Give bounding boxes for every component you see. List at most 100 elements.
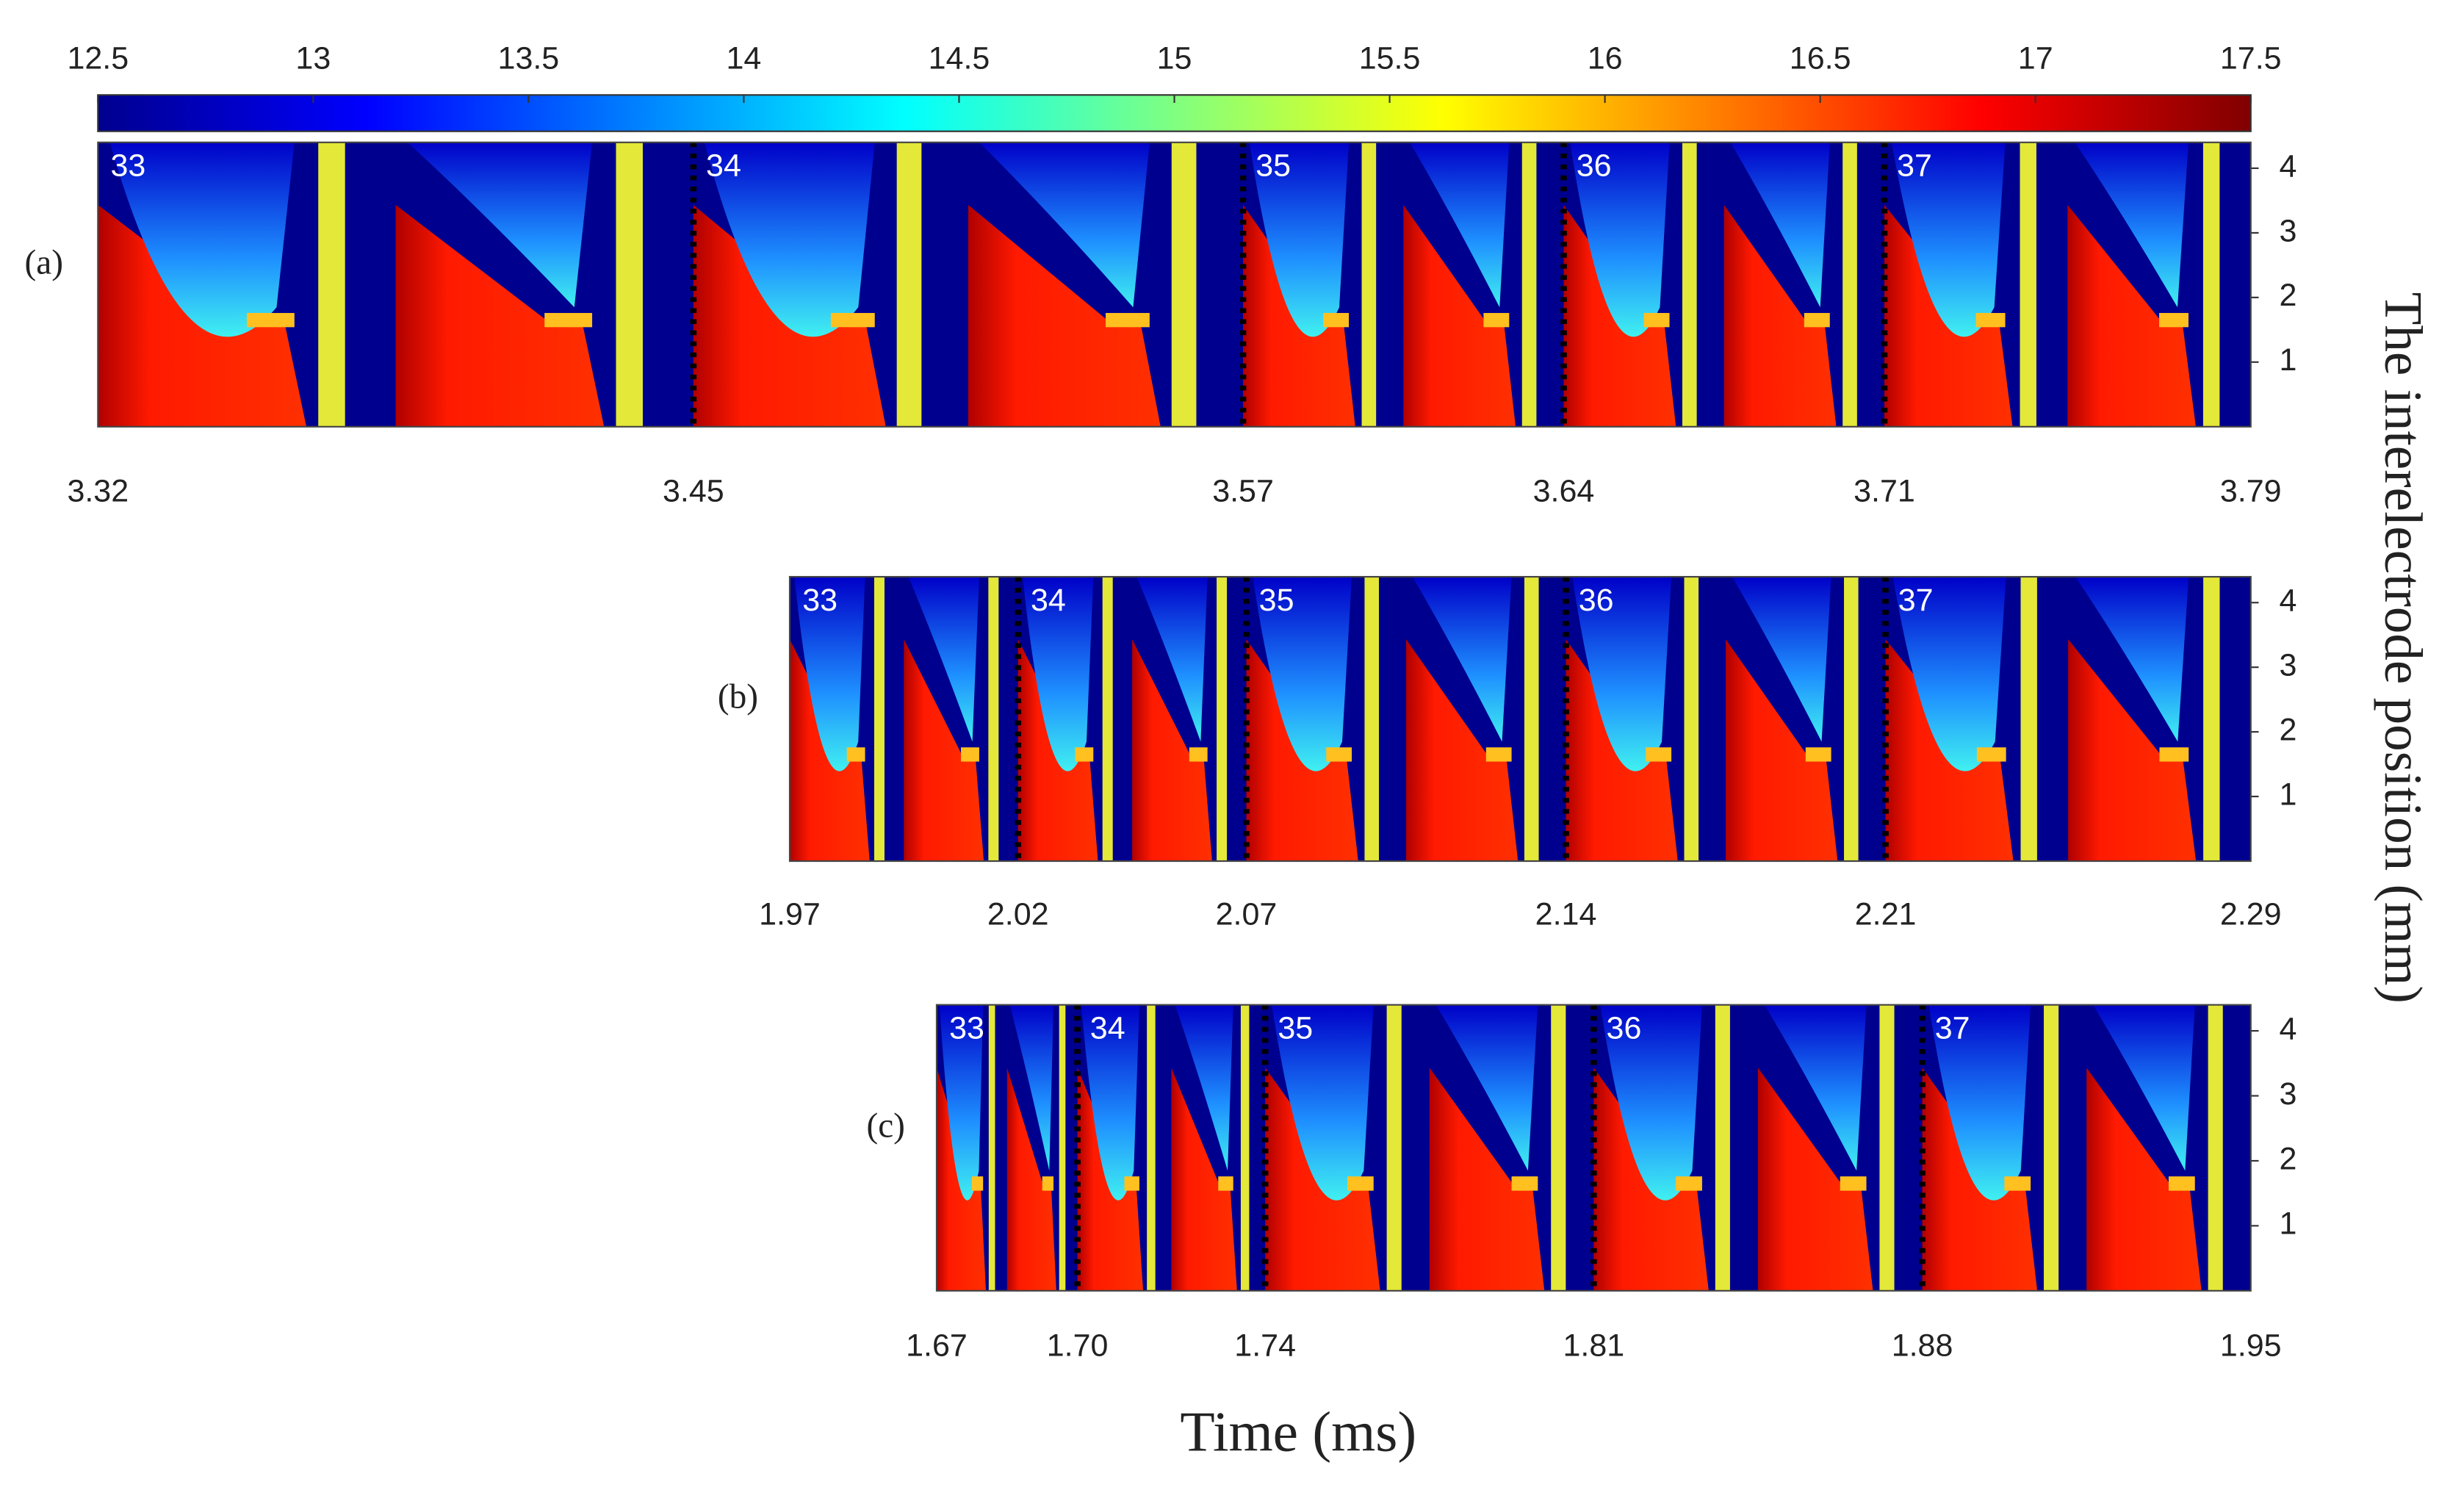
x-tick-label: 3.71 [1854,473,1915,508]
x-tick-label: 2.21 [1855,897,1917,932]
heatmap-region [1928,1004,2031,1201]
x-tick-label: 3.79 [2220,473,2282,508]
heatmap-region [2159,312,2189,328]
x-tick-label: 1.70 [1047,1328,1109,1364]
heatmap-region [1572,577,1672,771]
colorbar-tick-label: 16.5 [1790,40,1851,76]
heatmap-region [1521,142,1537,427]
heatmap-region [318,142,345,427]
heatmap-region [939,1004,984,1201]
heatmap-region [2168,1176,2195,1191]
heatmap-region [1723,204,1837,427]
panel-label: (c) [866,1106,904,1145]
cycle-number: 34 [1090,1010,1125,1045]
heatmap-region [1364,577,1380,862]
x-tick-label: 2.02 [987,897,1049,932]
cycle-number: 36 [1577,148,1612,184]
heatmap [936,1004,2251,1291]
heatmap-region [1730,142,1830,308]
colorbar-tick-label: 17.5 [2220,40,2282,76]
heatmap-region [971,1176,984,1191]
x-tick-label: 3.57 [1212,473,1274,508]
heatmap-region [1323,312,1350,328]
heatmap-region [873,577,885,862]
heatmap-region [1081,1004,1139,1201]
heatmap-region [407,142,593,308]
heatmap-region [1975,312,2006,328]
cycle-number: 35 [1256,148,1291,184]
heatmap-region [2086,1068,2202,1291]
cycle-number: 33 [802,583,837,618]
heatmap-region [2203,577,2220,862]
heatmap-region [1570,142,1670,337]
heatmap-region [1726,639,1838,862]
cycle-number: 37 [1897,148,1932,184]
colorbar-tick-label: 14.5 [929,40,990,76]
heatmap-region [1240,1004,1250,1291]
heatmap-region [2068,639,2197,862]
cycle-number: 34 [1031,583,1066,618]
colorbar-tick-label: 15.5 [1359,40,1421,76]
heatmap-region [1844,577,1859,862]
heatmap-region [1272,1004,1374,1201]
heatmap-region [1804,312,1830,328]
heatmap-region [904,639,984,862]
cycle-number: 35 [1278,1010,1313,1045]
x-tick-label: 1.88 [1892,1328,1953,1364]
colorbar-tick-label: 12.5 [67,40,129,76]
heatmap-region [1006,1068,1056,1291]
y-axis-title: The interelectrode position (mm) [2374,292,2433,1004]
heatmap-region [1218,1176,1233,1191]
heatmap-region [544,312,593,328]
heatmap-region [968,204,1161,427]
heatmap-region [1217,577,1228,862]
heatmap-region [1485,747,1512,762]
colorbar-tick-label: 15 [1157,40,1192,76]
cycle-number: 36 [1579,583,1614,618]
y-tick-label: 3 [2279,1076,2297,1112]
heatmap-region [1676,1176,1702,1191]
heatmap-region [794,577,865,771]
x-tick-label: 1.97 [759,897,821,932]
panel-label: (b) [718,678,758,716]
y-tick-label: 1 [2279,1206,2297,1242]
heatmap-region [1892,577,2006,771]
heatmap-region [1361,142,1377,427]
cycle-number: 35 [1259,583,1294,618]
heatmap-region [1483,312,1510,328]
x-tick-label: 1.74 [1234,1328,1296,1364]
y-tick-label: 2 [2279,278,2297,313]
cycle-number: 33 [949,1010,984,1045]
x-axis-title: Time (ms) [1180,1400,1416,1464]
heatmap-region [896,142,922,427]
plot-frame [97,141,2252,428]
heatmap-region [616,142,643,427]
colorbar-tick-label: 16 [1588,40,1623,76]
heatmap-region [1136,577,1208,742]
heatmap-region [988,577,999,862]
x-tick-label: 2.14 [1535,897,1597,932]
cycle-number: 37 [1898,583,1934,618]
heatmap-region [979,142,1150,308]
x-tick-label: 3.32 [67,473,129,508]
heatmap [98,142,2251,427]
heatmap-region [1175,1004,1233,1171]
heatmap-region [1764,1004,1867,1171]
colorbar-tick-label: 13 [295,40,331,76]
heatmap-region [1646,747,1672,762]
heatmap-region [846,747,865,762]
colorbar-tick-label: 14 [727,40,762,76]
heatmap-region [1249,142,1350,337]
heatmap-region [1406,639,1519,862]
heatmap-region [1842,142,1857,427]
colorbar-tick-label: 17 [2018,40,2053,76]
heatmap-region [2020,142,2036,427]
heatmap-region [1429,1068,1545,1291]
heatmap-region [246,312,295,328]
x-tick-label: 3.64 [1533,473,1595,508]
plot-frame [788,575,2252,863]
heatmap-region [1171,142,1197,427]
heatmap-region [908,577,979,742]
heatmap-region [1891,142,2006,337]
x-tick-label: 1.95 [2220,1328,2282,1364]
